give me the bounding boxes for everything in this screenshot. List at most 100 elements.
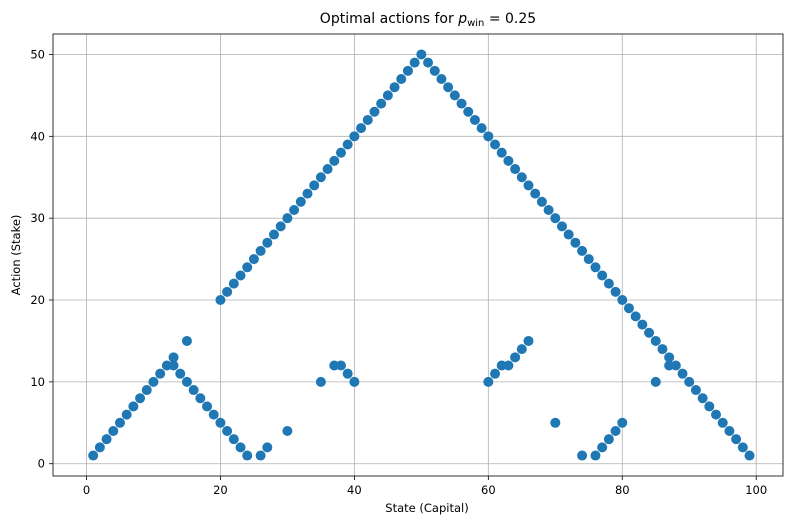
- y-tick-label: 0: [38, 457, 45, 471]
- scatter-point: [362, 114, 373, 125]
- scatter-point: [242, 262, 253, 273]
- scatter-point: [215, 295, 226, 306]
- scatter-point: [181, 376, 192, 387]
- grid: [53, 34, 783, 476]
- scatter-point: [175, 368, 186, 379]
- scatter-point: [282, 425, 293, 436]
- scatter-point: [302, 188, 313, 199]
- scatter-point: [610, 286, 621, 297]
- scatter-point: [382, 90, 393, 101]
- scatter-point: [275, 221, 286, 232]
- scatter-point: [235, 270, 246, 281]
- scatter-point: [423, 57, 434, 68]
- scatter-point: [724, 425, 735, 436]
- x-tick-label: 100: [745, 483, 767, 497]
- scatter-point: [335, 147, 346, 158]
- scatter-point: [195, 393, 206, 404]
- scatter-point: [590, 262, 601, 273]
- scatter-point: [309, 180, 320, 191]
- scatter-point: [376, 98, 387, 109]
- x-tick-label: 80: [615, 483, 630, 497]
- scatter-point: [356, 123, 367, 134]
- plot-frame: [52, 33, 784, 477]
- scatter-point: [94, 442, 105, 453]
- scatter-point: [289, 204, 300, 215]
- scatter-point: [181, 335, 192, 346]
- scatter-point: [563, 229, 574, 240]
- scatter-point: [677, 368, 688, 379]
- scatter-point: [657, 344, 668, 355]
- scatter-point: [402, 65, 413, 76]
- scatter-point: [128, 401, 139, 412]
- scatter-point: [322, 164, 333, 175]
- scatter-point: [556, 221, 567, 232]
- y-tick-label: 40: [30, 129, 45, 143]
- scatter-point: [490, 368, 501, 379]
- scatter-point: [670, 360, 681, 371]
- y-axis-label: Action (Stake): [9, 215, 23, 296]
- scatter-point: [416, 49, 427, 60]
- scatter-point: [135, 393, 146, 404]
- scatter-point: [315, 172, 326, 183]
- scatter-point: [255, 450, 266, 461]
- scatter-point: [101, 434, 112, 445]
- scatter-point: [476, 123, 487, 134]
- scatter-point: [503, 360, 514, 371]
- scatter-point: [188, 385, 199, 396]
- scatter-point: [262, 237, 273, 248]
- scatter-point: [242, 450, 253, 461]
- scatter-point: [202, 401, 213, 412]
- x-tick-label: 0: [83, 483, 90, 497]
- scatter-point: [523, 180, 534, 191]
- scatter-point: [114, 417, 125, 428]
- scatter-point: [543, 204, 554, 215]
- scatter-point: [88, 450, 99, 461]
- scatter-point: [731, 434, 742, 445]
- scatter-point: [349, 376, 360, 387]
- scatter-point: [610, 425, 621, 436]
- scatter-point: [389, 82, 400, 93]
- data-points: [88, 49, 755, 461]
- scatter-point: [483, 131, 494, 142]
- scatter-point: [577, 450, 588, 461]
- scatter-point: [282, 213, 293, 224]
- scatter-point: [141, 385, 152, 396]
- scatter-point: [449, 90, 460, 101]
- scatter-point: [630, 311, 641, 322]
- scatter-point: [436, 74, 447, 85]
- scatter-point: [737, 442, 748, 453]
- scatter-point: [664, 352, 675, 363]
- scatter-point: [255, 245, 266, 256]
- scatter-point: [650, 335, 661, 346]
- scatter-point: [342, 139, 353, 150]
- scatter-point: [617, 417, 628, 428]
- scatter-point: [155, 368, 166, 379]
- scatter-point: [463, 106, 474, 117]
- scatter-point: [597, 442, 608, 453]
- scatter-point: [711, 409, 722, 420]
- scatter-point: [329, 155, 340, 166]
- scatter-point: [510, 352, 521, 363]
- y-tick-label: 20: [30, 293, 45, 307]
- scatter-point: [690, 385, 701, 396]
- y-tick-label: 30: [30, 211, 45, 225]
- scatter-point: [342, 368, 353, 379]
- scatter-point: [744, 450, 755, 461]
- scatter-point: [637, 319, 648, 330]
- scatter-point: [349, 131, 360, 142]
- scatter-point: [530, 188, 541, 199]
- scatter-point: [510, 164, 521, 175]
- scatter-point: [583, 254, 594, 265]
- scatter-point: [369, 106, 380, 117]
- scatter-point: [208, 409, 219, 420]
- scatter-point: [550, 417, 561, 428]
- scatter-point: [603, 278, 614, 289]
- scatter-point: [396, 74, 407, 85]
- scatter-point: [222, 286, 233, 297]
- scatter-point: [516, 344, 527, 355]
- scatter-point: [148, 376, 159, 387]
- scatter-point: [108, 425, 119, 436]
- scatter-point: [295, 196, 306, 207]
- scatter-point: [228, 278, 239, 289]
